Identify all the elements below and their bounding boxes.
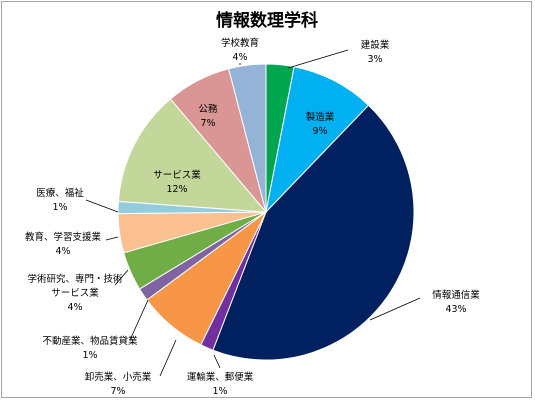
- slice-pct-realestate: 1%: [82, 350, 97, 361]
- slice-pct-medical: 1%: [52, 202, 67, 213]
- slice-label-realestate: 不動産業、物品賃貸業: [42, 335, 138, 347]
- slice-label-research-1: 学術研究、専門・技術: [27, 273, 123, 285]
- slice-pct-transport: 1%: [212, 386, 227, 397]
- pie-slice-11: [228, 63, 267, 213]
- leader-line-6: [105, 236, 119, 241]
- leader-line-2: [213, 354, 221, 369]
- slice-label-transport: 運輸業、郵便業: [187, 371, 254, 383]
- slice-pct-ict: 43%: [445, 304, 466, 315]
- slice-pct-public: 7%: [200, 118, 215, 129]
- slice-pct-school: 4%: [232, 52, 247, 63]
- pie-slice-9: [117, 98, 268, 213]
- leader-line-7: [85, 199, 119, 213]
- slice-label-research-2: サービス業: [51, 287, 99, 299]
- slice-pct-education: 4%: [55, 246, 70, 257]
- slice-label-public: 公務: [198, 103, 218, 115]
- leader-line-5: [114, 269, 129, 286]
- leader-line-1: [369, 297, 421, 321]
- slice-label-education: 教育、学習支援業: [25, 231, 102, 243]
- chart-title: 情報数理学科: [216, 10, 318, 31]
- slice-label-ict: 情報通信業: [432, 289, 480, 301]
- leader-line-0: [287, 49, 349, 69]
- pie-slice-2: [212, 104, 415, 361]
- slice-label-manufacturing: 製造業: [306, 111, 335, 123]
- slice-label-service: サービス業: [153, 169, 201, 181]
- slice-label-construction: 建設業: [361, 39, 390, 51]
- slice-label-retail: 卸売業、小売業: [85, 371, 152, 383]
- leader-line-4: [129, 299, 149, 341]
- slice-pct-research: 4%: [67, 302, 82, 313]
- slice-label-school: 学校教育: [221, 37, 259, 49]
- slice-pct-construction: 3%: [367, 54, 382, 65]
- pie-slices: [117, 63, 415, 361]
- slice-pct-service: 12%: [166, 184, 187, 195]
- slice-pct-manufacturing: 9%: [312, 126, 327, 137]
- leader-lines: [85, 49, 421, 377]
- leader-line-3: [159, 339, 177, 377]
- pie-slice-1: [265, 66, 370, 214]
- slice-pct-retail: 7%: [110, 386, 125, 397]
- slice-label-medical: 医療、福祉: [36, 187, 84, 199]
